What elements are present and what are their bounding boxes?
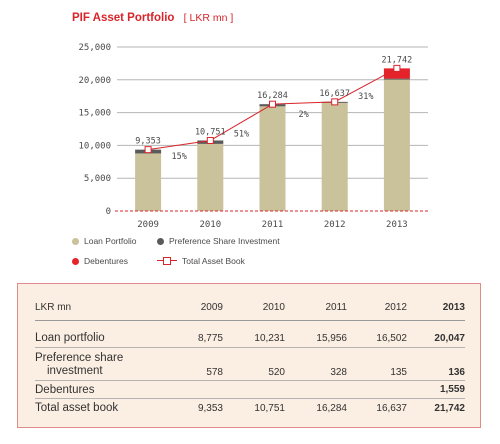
marker-total-asset-book <box>144 146 152 154</box>
data-label-total: 9,353 <box>135 137 161 147</box>
marker-total-asset-book <box>331 98 339 106</box>
legend-swatch-total-line <box>157 257 177 265</box>
data-label-total: 21,742 <box>382 55 413 65</box>
table-cell: 20,047 <box>407 329 465 348</box>
table-cell: 16,502 <box>347 329 407 348</box>
chart-unit-label: [ LKR mn ] <box>183 12 234 24</box>
table-header: 2013 <box>407 294 465 321</box>
row-label: Debentures <box>35 380 153 399</box>
table-cell: 16,637 <box>376 402 407 414</box>
table-row-debentures: Debentures 1,559 <box>35 380 465 399</box>
data-label-total: 16,637 <box>319 89 350 99</box>
bar-loan-portfolio <box>383 79 410 212</box>
table-cell: 520 <box>223 347 285 381</box>
bar-loan-portfolio <box>197 143 224 211</box>
data-label-growth: 51% <box>234 129 249 139</box>
asset-portfolio-chart: 0 5,000 10,000 15,000 20,000 25,000 2009 2010 20… <box>78 43 428 230</box>
row-label: Loan portfolio <box>35 329 153 348</box>
table-header: LKR mn <box>35 294 153 321</box>
data-label-growth: 2% <box>298 110 308 120</box>
data-label-growth: 31% <box>358 92 373 102</box>
table-cell: 136 <box>407 347 465 381</box>
data-label-growth: 15% <box>172 152 187 162</box>
table-cell: 135 <box>347 347 407 381</box>
row-label: Total asset book <box>35 402 119 414</box>
y-tick-label: 20,000 <box>78 76 111 86</box>
table-cell: 10,751 <box>254 402 285 414</box>
table-header: 2009 <box>153 294 223 321</box>
table-cell: 578 <box>153 347 223 381</box>
marker-total-asset-book <box>393 64 401 72</box>
x-tick-label: 2010 <box>199 220 221 230</box>
table-cell <box>285 380 347 399</box>
y-tick-label: 15,000 <box>78 109 111 119</box>
marker-total-asset-book <box>206 136 214 144</box>
legend-item-total-asset-book: Total Asset Book <box>157 256 245 266</box>
data-label-total: 16,284 <box>257 91 288 101</box>
bar-loan-portfolio <box>135 153 162 211</box>
table-cell: 9,353 <box>197 402 223 414</box>
legend-label-pref: Preference Share Investment <box>169 236 280 246</box>
chart-title-text: PIF Asset Portfolio <box>72 12 175 24</box>
bar-preference-share <box>383 78 410 80</box>
x-tick-label: 2009 <box>137 220 159 230</box>
table-row-total-asset-book: Total asset book 9,353 10,751 16,284 16,… <box>35 399 465 418</box>
x-tick-label: 2013 <box>386 220 408 230</box>
legend-swatch-debentures <box>72 258 79 265</box>
y-tick-label: 10,000 <box>78 141 111 151</box>
table-cell: 1,559 <box>407 380 465 399</box>
table-header: 2010 <box>223 294 285 321</box>
table-cell: 8,775 <box>153 329 223 348</box>
legend-swatch-pref <box>157 238 164 245</box>
x-tick-label: 2012 <box>324 220 346 230</box>
row-label-line1: Preference share <box>35 352 124 364</box>
y-tick-label: 0 <box>106 207 111 217</box>
table-row-loan-portfolio: Loan portfolio 8,775 10,231 15,956 16,50… <box>35 329 465 348</box>
table-header: 2011 <box>285 294 347 321</box>
table-cell: 15,956 <box>285 329 347 348</box>
x-tick-label: 2011 <box>262 220 284 230</box>
legend-swatch-loan <box>72 238 79 245</box>
bar-loan-portfolio <box>259 106 286 211</box>
table-header: 2012 <box>347 294 407 321</box>
table-row-preference-share: Preference share investment 578 520 328 … <box>35 347 465 381</box>
bar-loan-portfolio <box>321 102 348 211</box>
marker-total-asset-book <box>269 100 276 108</box>
table-header-row: LKR mn 2009 2010 2011 2012 2013 <box>35 294 465 321</box>
bar-debentures <box>383 68 410 79</box>
table-cell: 10,231 <box>223 329 285 348</box>
legend-label-total: Total Asset Book <box>182 256 245 266</box>
table-cell <box>153 380 223 399</box>
legend-label-debentures: Debentures <box>84 256 128 266</box>
data-label-total: 10,751 <box>195 127 226 137</box>
row-label: Preference share investment <box>35 347 153 381</box>
legend-label-loan: Loan Portfolio <box>84 236 137 246</box>
asset-portfolio-table: LKR mn 2009 2010 2011 2012 2013 Loan por… <box>35 294 465 417</box>
data-table-panel: LKR mn 2009 2010 2011 2012 2013 Loan por… <box>17 283 481 428</box>
legend-item-debentures: Debentures <box>72 256 128 266</box>
legend-item-preference-share: Preference Share Investment <box>157 236 280 246</box>
table-cell <box>347 380 407 399</box>
legend-item-loan-portfolio: Loan Portfolio <box>72 236 136 246</box>
table-cell <box>223 380 285 399</box>
y-tick-label: 25,000 <box>78 43 111 53</box>
chart-title: PIF Asset Portfolio [ LKR mn ] <box>72 12 233 24</box>
row-label-line2: investment <box>47 365 103 377</box>
table-cell: 328 <box>285 347 347 381</box>
y-tick-label: 5,000 <box>84 174 111 184</box>
table-cell: 16,284 <box>316 402 347 414</box>
table-cell: 21,742 <box>434 402 465 414</box>
